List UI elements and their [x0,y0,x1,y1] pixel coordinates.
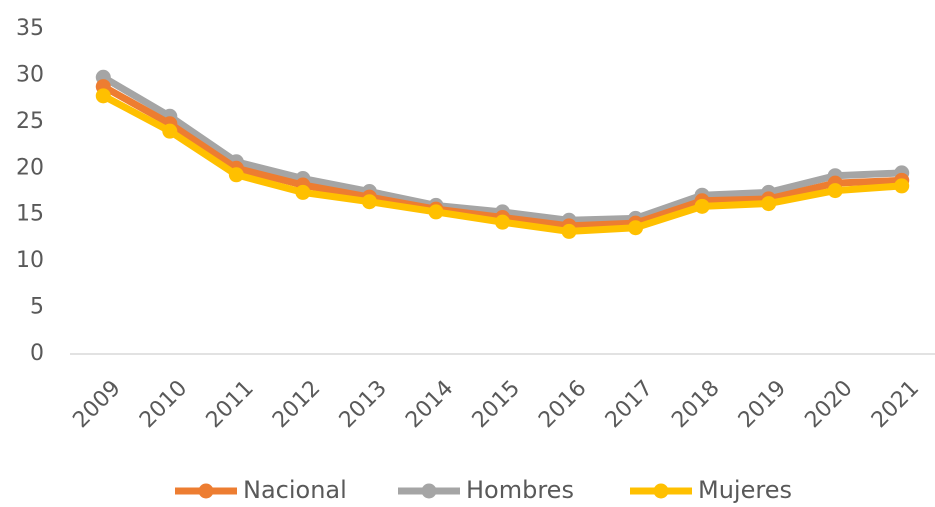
point [495,214,510,230]
point [561,223,577,239]
x-tick-label: 2019 [734,376,791,433]
x-tick-label: 2012 [268,376,325,433]
point [694,198,710,214]
y-tick-label: 0 [30,341,44,366]
x-tick-label: 2017 [601,376,658,433]
x-tick-label: 2013 [335,376,392,433]
x-tick-label: 2014 [401,376,458,433]
x-tick-label: 2011 [202,376,259,433]
y-tick-label: 5 [30,295,44,320]
x-tick-label: 2015 [468,376,525,433]
y-tick-label: 20 [16,155,44,180]
legend-marker [198,483,214,499]
point [894,178,910,194]
point [428,204,444,220]
legend-marker [421,483,437,499]
y-tick-label: 30 [16,62,44,87]
point [295,184,311,200]
y-tick-label: 10 [16,248,44,273]
legend-label: Nacional [243,476,347,504]
point [628,220,644,236]
x-tick-label: 2016 [534,376,591,433]
x-tick-label: 2020 [800,376,857,433]
x-tick-label: 2009 [68,376,125,433]
x-tick-label: 2010 [135,376,192,433]
point [827,183,843,199]
point [95,88,111,104]
legend-label: Hombres [466,476,574,504]
y-tick-label: 15 [16,202,44,227]
point [228,167,244,183]
y-tick-label: 35 [16,16,44,41]
legend-label: Mujeres [698,476,792,504]
point [761,196,777,212]
point [361,194,377,210]
x-tick-label: 2021 [867,376,924,433]
x-tick-label: 2018 [667,376,724,433]
y-tick-label: 25 [16,109,44,134]
point [162,123,178,139]
legend-marker [653,483,669,499]
